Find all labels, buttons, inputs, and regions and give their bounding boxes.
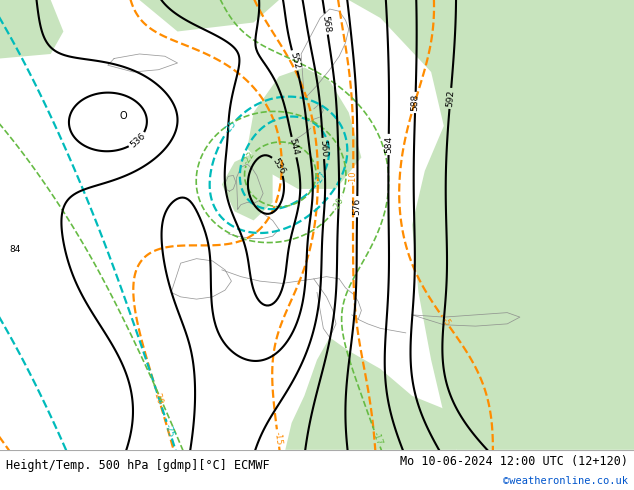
Text: 536: 536 (128, 131, 147, 149)
Text: -20: -20 (189, 474, 203, 490)
Polygon shape (349, 0, 634, 450)
Polygon shape (247, 68, 361, 189)
Text: -27: -27 (73, 473, 86, 490)
Polygon shape (285, 337, 456, 450)
Text: -5: -5 (440, 316, 452, 328)
Text: 536: 536 (271, 156, 287, 176)
Text: -17: -17 (370, 430, 384, 446)
Text: 544: 544 (288, 138, 301, 156)
Text: 588: 588 (411, 94, 420, 111)
Polygon shape (0, 0, 63, 58)
Text: -15: -15 (273, 431, 283, 445)
Text: 84: 84 (10, 245, 21, 254)
Text: -25: -25 (163, 422, 176, 438)
Polygon shape (139, 0, 279, 31)
Text: -25: -25 (223, 119, 238, 135)
Text: 552: 552 (288, 51, 301, 70)
Text: Height/Temp. 500 hPa [gdmp][°C] ECMWF: Height/Temp. 500 hPa [gdmp][°C] ECMWF (6, 460, 270, 472)
Text: O: O (120, 111, 127, 121)
Text: 576: 576 (353, 198, 362, 215)
Text: -22: -22 (242, 150, 257, 166)
Text: 560: 560 (318, 140, 328, 157)
Text: 592: 592 (445, 90, 455, 107)
Text: -10: -10 (349, 170, 358, 184)
Text: -20: -20 (152, 390, 165, 405)
Text: 584: 584 (384, 136, 393, 153)
Text: Mo 10-06-2024 12:00 UTC (12+120): Mo 10-06-2024 12:00 UTC (12+120) (399, 455, 628, 467)
Text: -20: -20 (331, 196, 346, 212)
Text: -27: -27 (313, 170, 328, 186)
Text: ©weatheronline.co.uk: ©weatheronline.co.uk (503, 476, 628, 486)
Text: 568: 568 (321, 15, 332, 33)
Polygon shape (222, 153, 273, 220)
